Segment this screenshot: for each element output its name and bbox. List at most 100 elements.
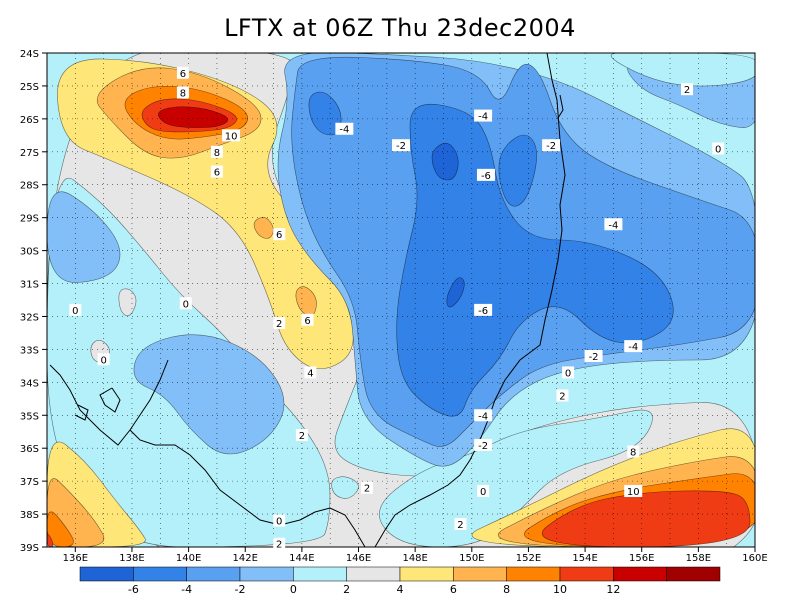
contour-label-bg <box>712 142 725 155</box>
colorbar-swatch <box>613 566 667 582</box>
colorbar-label: 12 <box>606 583 620 596</box>
contour-label-bg <box>681 83 694 96</box>
contour-label-text: 0 <box>183 299 189 310</box>
contour-label-bg <box>477 485 490 498</box>
contour-label: 4 <box>304 366 317 379</box>
coastline-segment <box>129 429 301 526</box>
contour-label-text: -4 <box>608 220 618 231</box>
contour-label-bg <box>624 485 643 498</box>
contour-label-text: 0 <box>565 368 571 379</box>
contour-label: -4 <box>624 340 643 353</box>
lon-label: 160E <box>742 553 767 564</box>
contour-label: 0 <box>69 303 82 317</box>
lat-label: 24S <box>20 49 39 60</box>
contour-region <box>47 511 74 547</box>
contour-region <box>253 216 274 239</box>
contour-label-bg <box>476 168 495 181</box>
contour-region <box>610 53 755 87</box>
contour-label: 6 <box>210 165 223 179</box>
lon-label: 144E <box>289 553 314 564</box>
lat-label: 28S <box>20 181 39 192</box>
colorbar-label: 10 <box>553 583 567 596</box>
colorbar-label: 4 <box>397 583 404 596</box>
contour-label-bg <box>295 429 308 442</box>
contour-label: 0 <box>179 297 192 310</box>
colorbar-swatch <box>506 566 561 582</box>
contour-label: 6 <box>273 228 286 241</box>
map-title: LFTX at 06Z Thu 23dec2004 <box>224 14 576 42</box>
contour-label: 6 <box>301 313 314 327</box>
contour-label-text: -2 <box>589 352 599 363</box>
contour-label-text: 6 <box>276 230 282 241</box>
contour-label-bg <box>273 537 286 550</box>
contour-label-text: 10 <box>627 487 640 498</box>
contour-label: 8 <box>627 445 640 458</box>
lat-label: 30S <box>20 247 39 258</box>
contour-region <box>541 490 751 547</box>
contour-label-text: 2 <box>684 85 690 96</box>
contour-label-text: 2 <box>276 319 282 330</box>
colorbar-swatch <box>399 566 454 582</box>
contour-label-text: 4 <box>307 368 313 379</box>
contour-label-bg <box>97 353 110 366</box>
contour-label-text: 0 <box>480 487 486 498</box>
contour-label-text: 8 <box>180 89 186 100</box>
contour-label: 2 <box>681 83 694 96</box>
colorbar-label: 6 <box>450 583 457 596</box>
colorbar-swatch <box>133 566 187 582</box>
lat-label: 29S <box>20 214 39 225</box>
lat-label: 27S <box>20 148 39 159</box>
contour-label-text: -2 <box>396 141 406 152</box>
contour-label-text: -2 <box>546 141 556 152</box>
contour-region <box>431 142 459 181</box>
colorbar-swatch <box>293 566 347 582</box>
colorbar-label: -4 <box>181 583 192 596</box>
contour-label: -6 <box>476 168 495 182</box>
colorbar-swatch <box>666 566 721 582</box>
contour-label: 8 <box>176 86 189 100</box>
colorbar: -6 -4 -2 0 2 4 6 8 10 12 <box>79 566 721 596</box>
contour-label-text: -2 <box>478 441 488 452</box>
contour-label-bg <box>624 340 643 353</box>
contour-label-text: -6 <box>478 306 488 317</box>
plot-area <box>47 53 755 547</box>
lon-label: 136E <box>63 553 88 564</box>
contour-region <box>133 334 285 455</box>
lat-label: 34S <box>20 378 39 389</box>
contour-label: -4 <box>604 218 623 231</box>
colorbar-swatch <box>239 566 294 582</box>
lon-label: 138E <box>119 553 144 564</box>
contour-label-bg <box>604 218 623 231</box>
contour-label-bg <box>176 66 189 79</box>
plot-frame <box>46 52 756 548</box>
contour-label-text: -4 <box>478 112 488 123</box>
contour-label: -4 <box>474 409 493 422</box>
lat-label: 33S <box>20 345 39 356</box>
contour-label-text: -6 <box>481 171 491 182</box>
contour-label: -6 <box>474 303 493 317</box>
contour-label-bg <box>584 349 603 362</box>
lon-label: 154E <box>572 553 597 564</box>
contour-label-bg <box>474 109 493 122</box>
contour-label-text: 2 <box>299 431 305 442</box>
contour-label-bg <box>210 145 223 158</box>
contour-label-text: 0 <box>276 517 282 528</box>
colorbar-swatch <box>79 566 134 582</box>
contour-label-bg <box>562 366 575 379</box>
contour-region <box>47 191 121 283</box>
contour-label: -4 <box>474 109 493 123</box>
contour-label-bg <box>542 139 561 152</box>
contour-label-text: -4 <box>478 411 488 422</box>
contour-label-text: 8 <box>630 447 636 458</box>
lat-label: 36S <box>20 444 39 455</box>
colorbar-label: 0 <box>290 583 297 596</box>
contour-region <box>118 288 137 317</box>
contour-label-text: 0 <box>715 145 721 156</box>
coastline-segment <box>49 359 169 446</box>
colorbar-swatch <box>559 566 614 582</box>
lon-label: 146E <box>346 553 371 564</box>
contour-label: 0 <box>97 353 110 366</box>
colorbar-swatch <box>453 566 507 582</box>
contour-region <box>446 277 465 308</box>
